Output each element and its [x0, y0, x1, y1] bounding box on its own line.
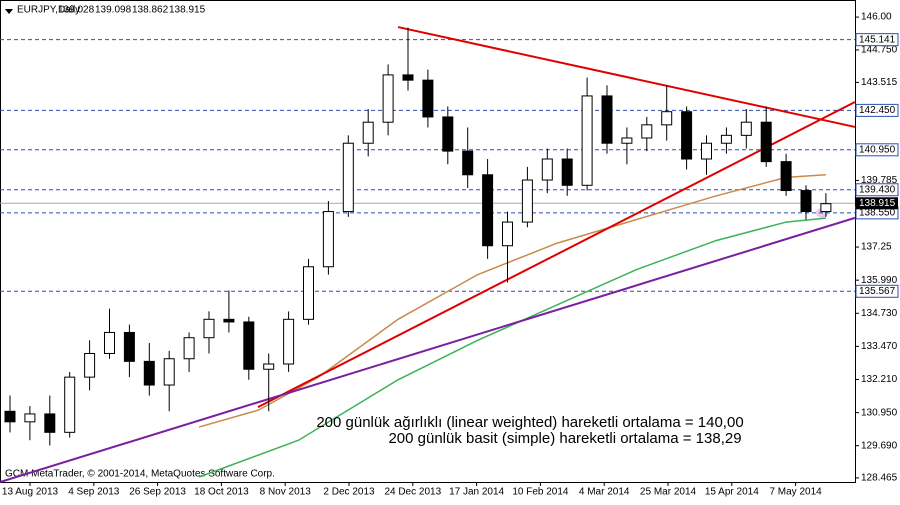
candle-body: [442, 116, 454, 152]
price-box: [856, 197, 898, 210]
level-label: 142.450: [859, 105, 896, 116]
candle-body: [303, 266, 314, 320]
candle-body: [740, 121, 752, 136]
candle-body: [64, 376, 76, 433]
x-tick-label: 7 May 2014: [769, 487, 822, 498]
x-tick-label: 24 Dec 2013: [384, 487, 441, 498]
candle-body: [243, 321, 255, 370]
y-tick-label: 144.750: [861, 45, 898, 56]
x-tick-label: 13 Aug 2013: [2, 487, 59, 498]
x-tick-label: 4 Sep 2013: [68, 487, 120, 498]
candle-body: [800, 190, 812, 213]
ohlc-close: 138.915: [169, 5, 206, 16]
level-box: [855, 183, 899, 197]
x-tick-label: 8 Nov 2013: [260, 487, 312, 498]
candle-body: [422, 79, 434, 118]
candle-body: [143, 360, 155, 386]
candle-body: [720, 134, 732, 144]
candle-body: [462, 150, 474, 176]
moving-average: [198, 217, 826, 478]
y-tick-label: 133.470: [861, 341, 898, 352]
candle-body: [760, 121, 772, 163]
y-tick-label: 143.515: [861, 77, 898, 88]
level-label: 135.567: [859, 286, 896, 297]
level-label: 138.550: [859, 208, 896, 219]
level-box: [855, 33, 899, 47]
candle-body: [283, 318, 295, 365]
candle-body: [482, 174, 494, 247]
candle-body: [502, 221, 513, 247]
candle-body: [701, 142, 712, 160]
trend-line: [257, 101, 856, 408]
candle-body: [24, 413, 36, 423]
level-label: 139.430: [859, 184, 896, 195]
candle-body: [581, 95, 593, 186]
annotation: 200 günlük ağırlıklı (linear weighted) h…: [316, 414, 743, 431]
candle-body: [183, 337, 195, 360]
x-tick-label: 17 Jan 2014: [449, 487, 504, 498]
candle-body: [661, 111, 673, 126]
x-tick-label: 18 Oct 2013: [194, 487, 249, 498]
candle-body: [521, 179, 533, 223]
level-label: 140.950: [859, 144, 896, 155]
candle-body: [641, 124, 653, 139]
candle-body: [203, 318, 215, 339]
footer: GCM MetaTrader, © 2001-2014, MetaQuotes …: [5, 469, 275, 480]
level-box: [855, 103, 899, 117]
chart-title: EURJPY,Daily: [17, 5, 80, 16]
annotation: 200 günlük basit (simple) hareketli orta…: [388, 430, 741, 447]
candle-body: [104, 331, 115, 354]
candle-body: [621, 137, 633, 144]
candle-body: [4, 410, 16, 423]
candle-body: [601, 95, 613, 144]
y-tick-label: 134.730: [861, 308, 898, 319]
candle-body: [263, 363, 275, 370]
x-tick-label: 4 Mar 2014: [579, 487, 630, 498]
candle-body: [402, 74, 414, 81]
y-tick-label: 128.465: [861, 473, 898, 484]
price-label: 138.915: [859, 198, 896, 209]
menu-arrow[interactable]: [5, 9, 13, 14]
trend-line: [397, 26, 856, 128]
candle-body: [84, 352, 96, 378]
candle-body: [780, 161, 792, 192]
x-tick-label: 15 Apr 2014: [705, 487, 759, 498]
candle-body: [541, 158, 553, 181]
candle-body: [681, 111, 693, 160]
y-tick-label: 130.950: [861, 407, 898, 418]
ohlc-low: 138.862: [132, 5, 169, 16]
y-tick-label: 129.690: [861, 440, 898, 451]
y-tick-label: 139.785: [861, 175, 898, 186]
candle-body: [382, 74, 394, 123]
candle-body: [163, 358, 175, 386]
candle-body: [342, 142, 354, 213]
x-tick-label: 26 Sep 2013: [129, 487, 186, 498]
y-tick-label: 146.00: [861, 12, 892, 23]
candle-body: [223, 318, 235, 323]
x-tick-label: 25 Mar 2014: [640, 487, 697, 498]
y-tick-label: 135.990: [861, 275, 898, 286]
level-box: [855, 143, 899, 157]
y-tick-label: 137.25: [861, 242, 892, 253]
candle-body: [44, 413, 56, 433]
candle-body: [561, 158, 573, 186]
candle-body: [362, 121, 374, 144]
x-tick-label: 2 Dec 2013: [323, 487, 375, 498]
y-tick-label: 132.210: [861, 374, 898, 385]
level-label: 145.141: [859, 34, 896, 45]
x-tick-label: 10 Feb 2014: [512, 487, 569, 498]
candle-body: [322, 211, 334, 268]
ohlc-high: 139.098: [95, 5, 132, 16]
candle-body: [123, 331, 135, 362]
ohlc-open: 139.028: [58, 5, 95, 16]
candle-body: [820, 203, 832, 213]
level-box: [855, 284, 899, 298]
trend-line: [0, 216, 856, 483]
